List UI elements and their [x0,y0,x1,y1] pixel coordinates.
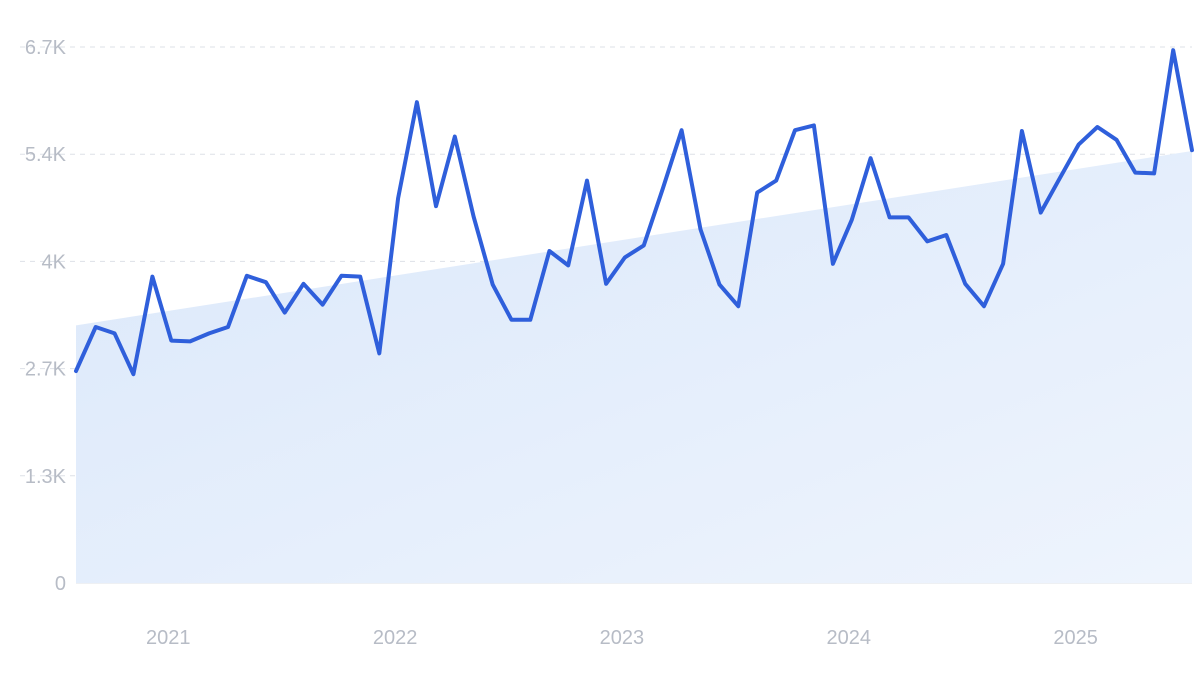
x-tick-label: 2022 [373,627,418,649]
data-point[interactable] [283,311,287,315]
data-point[interactable] [358,275,362,279]
data-point[interactable] [1115,138,1119,142]
data-point[interactable] [963,282,967,286]
x-tick-label: 2025 [1053,627,1098,649]
data-point[interactable] [566,263,570,267]
data-point[interactable] [623,255,627,259]
data-point[interactable] [736,304,740,308]
data-point[interactable] [925,239,929,243]
data-point[interactable] [982,304,986,308]
data-point[interactable] [1133,171,1137,175]
y-tick-label: 4K [42,251,67,273]
trend-area [76,151,1192,583]
data-point[interactable] [1190,148,1194,152]
data-point[interactable] [604,282,608,286]
data-point[interactable] [585,179,589,183]
y-tick-label: 6.7K [25,37,67,59]
data-point[interactable] [453,135,457,139]
data-point[interactable] [1077,143,1081,147]
data-point[interactable] [226,325,230,329]
data-point[interactable] [642,243,646,247]
data-point[interactable] [907,215,911,219]
data-point[interactable] [321,303,325,307]
data-point[interactable] [661,187,665,191]
data-point[interactable] [396,196,400,200]
data-point[interactable] [831,262,835,266]
data-point[interactable] [1020,129,1024,133]
data-point[interactable] [1001,262,1005,266]
data-point[interactable] [169,339,173,343]
data-point[interactable] [1152,171,1156,175]
data-point[interactable] [491,283,495,287]
data-point[interactable] [74,369,78,373]
data-point[interactable] [264,280,268,284]
data-point[interactable] [793,128,797,132]
data-point[interactable] [131,372,135,376]
data-point[interactable] [1039,211,1043,215]
x-axis-ticks: 2021 2022 2023 2024 2025 [146,627,1098,649]
data-point[interactable] [888,215,892,219]
data-point[interactable] [718,283,722,287]
data-point[interactable] [434,204,438,208]
series-lines [74,48,1194,377]
y-tick-label: 5.4K [25,144,67,166]
data-point[interactable] [510,318,514,322]
x-tick-label: 2023 [600,627,645,649]
data-point[interactable] [528,318,532,322]
x-tick-label: 2024 [827,627,872,649]
data-point[interactable] [245,274,249,278]
data-point[interactable] [1058,176,1062,180]
y-axis-ticks: 0 1.3K 2.7K 4K 5.4K 6.7K [25,37,67,595]
data-point[interactable] [94,325,98,329]
data-point[interactable] [150,275,154,279]
data-point[interactable] [774,179,778,183]
data-point[interactable] [1095,125,1099,129]
y-tick-label: 0 [55,573,66,595]
data-point[interactable] [339,274,343,278]
y-tick-label: 1.3K [25,466,67,488]
data-point[interactable] [812,123,816,127]
data-point[interactable] [680,128,684,132]
data-point[interactable] [869,156,873,160]
series-line-0 [74,48,1194,377]
data-point[interactable] [377,351,381,355]
data-point[interactable] [547,249,551,253]
data-point[interactable] [302,282,306,286]
data-point[interactable] [1171,48,1175,52]
data-point[interactable] [472,215,476,219]
data-point[interactable] [207,331,211,335]
data-point[interactable] [699,227,703,231]
y-tick-label: 2.7K [25,359,67,381]
data-point[interactable] [850,218,854,222]
data-point[interactable] [415,100,419,104]
data-point[interactable] [944,233,948,237]
trend-area-fill [76,151,1192,583]
data-point[interactable] [188,339,192,343]
data-point[interactable] [755,191,759,195]
data-point[interactable] [113,331,117,335]
x-tick-label: 2021 [146,627,191,649]
